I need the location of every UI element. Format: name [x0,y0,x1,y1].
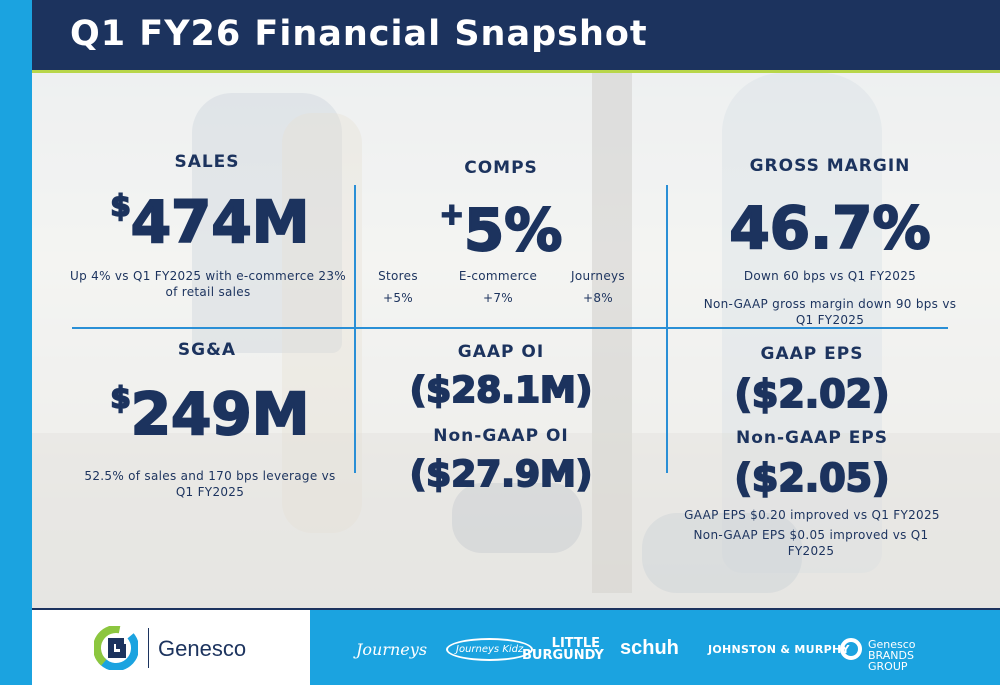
comps-label: COMPS [464,158,538,178]
comps-ecommerce-value: +7% [483,291,513,305]
brand-journeys-kidz-logo: Journeys Kidz [446,638,534,661]
comps-percent: 5% [463,195,563,265]
gross-margin-note: Down 60 bps vs Q1 FY2025 [743,269,917,283]
brand-journeys-logo: Journeys [356,640,428,659]
footer-rule [32,608,1000,610]
genesco-g-logo-icon [93,625,139,671]
sga-value: $249M [70,379,350,449]
sales-value: $474M [70,187,350,257]
gaap-oi-label: GAAP OI [457,342,545,362]
sales-amount: 474M [130,187,311,257]
gaap-eps-note: GAAP EPS $0.20 improved vs Q1 FY2025 [684,508,940,522]
brand-genesco-g-icon [840,638,862,660]
sales-note: Up 4% vs Q1 FY2025 with e-commerce 23% o… [70,269,346,299]
gaap-oi-value: ($28.1M) [409,369,594,412]
sga-note: 52.5% of sales and 170 bps leverage vs Q… [84,469,336,499]
divider-vertical-left [354,185,356,473]
sga-label: SG&A [177,340,237,360]
brand-little-burgundy-logo: LITTLE BURGUNDY [522,636,604,663]
sga-amount: 249M [130,379,311,449]
comps-journeys-name: Journeys [571,269,625,283]
genesco-wordmark: Genesco [158,636,247,661]
page-title: Q1 FY26 Financial Snapshot [70,14,648,54]
sales-currency: $ [109,188,131,224]
nongaap-eps-label: Non-GAAP EPS [735,428,889,448]
sga-currency: $ [109,380,131,416]
left-accent-strip [0,0,32,685]
comps-stores-name: Stores [378,269,418,283]
nongaap-eps-value: ($2.05) [734,455,891,501]
divider-vertical-right [666,185,668,473]
sales-label: SALES [174,152,240,172]
gross-margin-label: GROSS MARGIN [749,156,911,176]
brand-schuh-logo: schuh [620,637,679,659]
footer-logo-divider [148,628,149,668]
divider-horizontal [72,327,948,329]
gross-margin-nongaap-note: Non-GAAP gross margin down 90 bps vs Q1 … [703,297,957,327]
gaap-eps-value: ($2.02) [734,371,891,417]
comps-sign: + [439,196,465,232]
nongaap-oi-value: ($27.9M) [409,453,594,496]
nongaap-eps-note: Non-GAAP EPS $0.05 improved vs Q1 FY2025 [693,528,929,558]
gross-margin-value: 46.7% [728,193,931,263]
comps-ecommerce-name: E-commerce [458,269,538,283]
brand-johnston-murphy-logo: JOHNSTON & MURPHY [708,643,850,656]
nongaap-oi-label: Non-GAAP OI [433,426,569,446]
header-accent-rule [32,70,1000,73]
comps-stores-value: +5% [383,291,413,305]
footer-company-area: Genesco [32,610,310,685]
comps-journeys-value: +8% [583,291,613,305]
background-photo [32,73,1000,610]
gaap-eps-label: GAAP EPS [760,344,864,364]
comps-value: +5% [401,195,601,265]
brand-genesco-brands-group-logo: Genesco BRANDS GROUP [868,638,916,673]
footer-brands-area: Journeys Journeys Kidz LITTLE BURGUNDY s… [310,610,1000,685]
header-bar: Q1 FY26 Financial Snapshot [32,0,1000,70]
